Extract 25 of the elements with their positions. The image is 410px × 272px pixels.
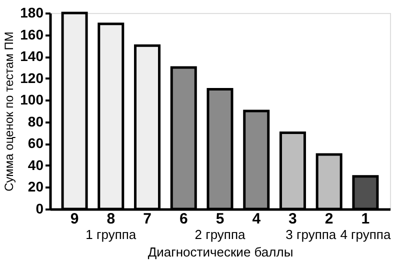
text: 2 группа bbox=[194, 227, 246, 242]
x-tick-label: 1 bbox=[361, 210, 370, 228]
text: 4 группа bbox=[340, 227, 392, 242]
y-tick-label: 40 bbox=[28, 156, 44, 173]
text: 3 группа bbox=[286, 227, 337, 242]
x-tick-label: 2 bbox=[324, 210, 334, 228]
x-tick-label: 5 bbox=[216, 210, 224, 228]
x-tick-label: 4 bbox=[252, 210, 262, 228]
x-tick-label: 9 bbox=[70, 210, 79, 228]
y-axis-title: Сумма оценок по тестам ПМ bbox=[2, 32, 16, 192]
y-tick-label: 140 bbox=[20, 48, 44, 64]
y-tick-label: 180 bbox=[20, 4, 44, 20]
x-axis-title: Диагностические баллы bbox=[148, 244, 294, 260]
x-tick-label: 8 bbox=[106, 210, 116, 228]
x-tick-label: 6 bbox=[179, 210, 188, 228]
y-tick-label: 100 bbox=[20, 92, 44, 108]
y-tick-label: 80 bbox=[28, 113, 44, 130]
x-tick-label: 3 bbox=[288, 210, 297, 228]
y-tick-label: 160 bbox=[20, 26, 44, 42]
y-tick-label: 0 bbox=[36, 200, 44, 216]
y-tick-label: 20 bbox=[28, 178, 44, 195]
x-tick-label: 7 bbox=[143, 210, 152, 228]
y-tick-label: 60 bbox=[28, 135, 44, 152]
text: 1 группа bbox=[86, 227, 137, 242]
y-tick-label: 120 bbox=[20, 70, 44, 86]
